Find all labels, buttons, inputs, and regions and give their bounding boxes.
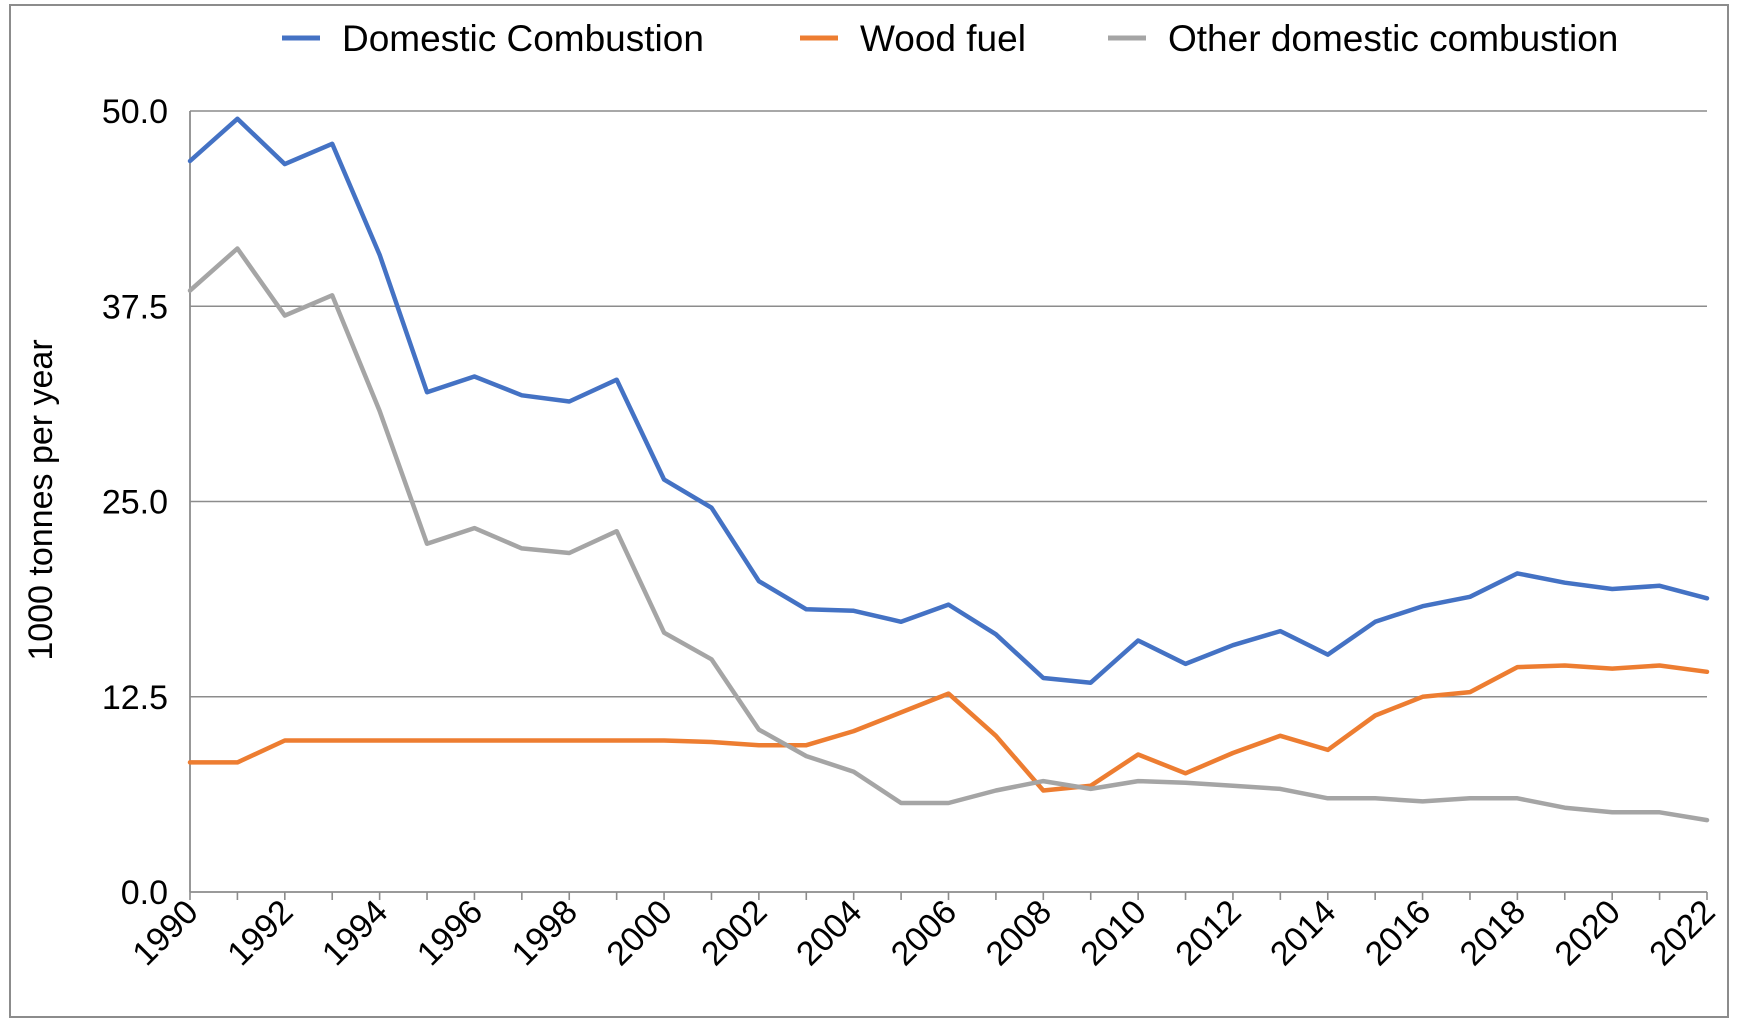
series-line-2	[187, 663, 1710, 793]
axes	[189, 111, 1708, 900]
series-lines	[187, 116, 1710, 823]
x-tick-label: 2000	[599, 893, 679, 973]
x-tick-label: 2004	[789, 893, 869, 973]
series-line-3	[187, 246, 1710, 823]
x-tick-label: 2002	[694, 893, 774, 973]
x-tick-label: 2016	[1358, 893, 1438, 973]
series-line-1	[187, 116, 1710, 685]
legend-label: Other domestic combustion	[1168, 18, 1618, 59]
y-tick-labels: 0.0 12.5 25.0 37.5 50.0	[102, 93, 168, 912]
x-tick-label: 2020	[1547, 893, 1627, 973]
legend: Domestic Combustion Wood fuel Other domest…	[282, 18, 1618, 59]
y-tick-label: 0.0	[121, 874, 168, 912]
x-tick-label: 1994	[315, 893, 395, 973]
legend-label: Wood fuel	[860, 18, 1026, 59]
x-tick-label: 2022	[1642, 893, 1722, 973]
y-tick-label: 37.5	[102, 288, 168, 326]
legend-label: Domestic Combustion	[342, 18, 704, 59]
x-tick-label: 2012	[1168, 893, 1248, 973]
x-tick-labels: 1990 1992 1994 1996 1998 2000 2002 2004 2006 2008…	[125, 893, 1722, 973]
x-tick-label: 2018	[1453, 893, 1533, 973]
y-axis-title: 1000 tonnes per year	[22, 339, 60, 660]
x-tick-label: 1992	[220, 893, 300, 973]
x-tick-label: 1996	[410, 893, 490, 973]
x-tick-label: 2008	[979, 893, 1059, 973]
gridlines	[190, 110, 1707, 698]
y-tick-label: 12.5	[102, 679, 168, 717]
x-tick-label: 2014	[1263, 893, 1343, 973]
x-tick-label: 1998	[505, 893, 585, 973]
y-tick-label: 50.0	[102, 93, 168, 131]
x-tick-label: 2006	[884, 893, 964, 973]
chart-frame	[9, 4, 1729, 1018]
x-tick-label: 2010	[1073, 893, 1153, 973]
y-tick-label: 25.0	[102, 484, 168, 522]
